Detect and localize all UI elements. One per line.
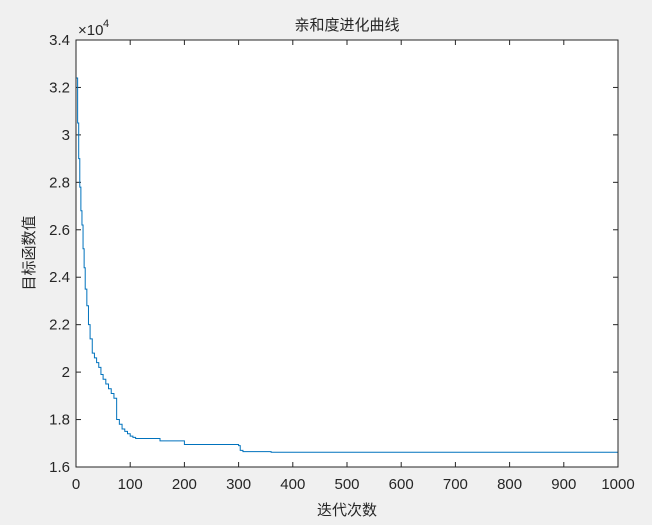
y-tick-label: 2.2 <box>49 317 70 334</box>
x-tick-label: 500 <box>334 476 359 493</box>
y-exponent-power: 4 <box>103 18 109 30</box>
y-exponent-label: ×10 4 <box>78 18 109 39</box>
x-axis-ticks: 0 100 200 300 400 500 600 700 800 900 1000 <box>72 40 635 493</box>
x-tick-label: 600 <box>389 476 414 493</box>
y-tick-label: 1.6 <box>49 459 70 476</box>
y-tick-label: 2 <box>62 364 70 381</box>
series-line <box>76 77 618 453</box>
y-axis-ticks: 1.6 1.8 2 2.2 2.4 2.6 2.8 3 3.2 3.4 <box>49 32 618 476</box>
axes-box <box>75 39 619 468</box>
x-tick-label: 800 <box>497 476 522 493</box>
x-tick-label: 100 <box>118 476 143 493</box>
x-tick-label: 400 <box>280 476 305 493</box>
y-exponent-base: ×10 <box>78 22 103 39</box>
y-tick-label: 2.4 <box>49 269 70 286</box>
x-tick-label: 300 <box>226 476 251 493</box>
y-tick-label: 2.6 <box>49 222 70 239</box>
y-tick-label: 2.8 <box>49 174 70 191</box>
y-axis-label: 目标函数值 <box>20 215 38 290</box>
x-axis-label: 迭代次数 <box>317 501 377 519</box>
y-tick-label: 3.2 <box>49 79 70 96</box>
x-tick-label: 1000 <box>601 476 634 493</box>
y-tick-label: 1.8 <box>49 412 70 429</box>
x-tick-label: 700 <box>443 476 468 493</box>
x-tick-label: 900 <box>551 476 576 493</box>
y-tick-label: 3 <box>62 127 70 144</box>
plot-area <box>76 40 618 467</box>
x-tick-label: 200 <box>172 476 197 493</box>
x-tick-label: 0 <box>72 476 80 493</box>
y-tick-label: 3.4 <box>49 32 70 49</box>
chart-title: 亲和度进化曲线 <box>294 16 399 34</box>
